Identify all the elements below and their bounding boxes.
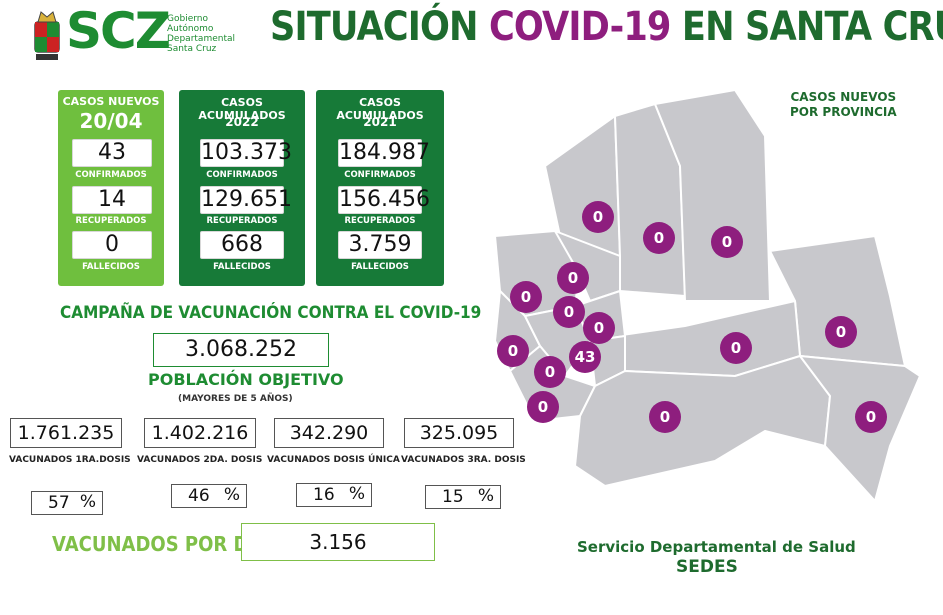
target-population-value: 3.068.252	[153, 333, 329, 367]
vaccinated-per-day-label: VACUNADOS POR DÍA	[52, 532, 270, 556]
target-population-sublabel: (MAYORES DE 5 AÑOS)	[178, 394, 293, 404]
province-count-dot: 0	[825, 316, 857, 348]
new-deaths-value: 0	[72, 231, 152, 259]
panel-heading: CASOS ACUMULADOS	[336, 96, 424, 122]
deaths-label: FALLECIDOS	[213, 262, 271, 272]
logo-wordmark: SCZ	[66, 2, 171, 60]
province-count-dot: 0	[649, 401, 681, 433]
dose2-value: 1.402.216	[144, 418, 256, 448]
province-count-dot: 0	[720, 332, 752, 364]
single-dose-label: VACUNADOS DOSIS ÚNICA	[267, 455, 400, 465]
dose2-label: VACUNADOS 2DA. DOSIS	[137, 455, 263, 465]
dose3-label: VACUNADOS 3RA. DOSIS	[401, 455, 526, 465]
single-dose-value: 342.290	[274, 418, 384, 448]
dose1-value: 1.761.235	[10, 418, 122, 448]
panel-date: 20/04	[79, 109, 143, 133]
dose3-value: 325.095	[404, 418, 514, 448]
province-count-dot: 0	[553, 296, 585, 328]
new-confirmed-value: 43	[72, 139, 152, 167]
province-count-dot: 0	[557, 262, 589, 294]
province-count-dot: 0	[527, 391, 559, 423]
confirmed-label: CONFIRMADOS	[206, 170, 278, 180]
panel-year: 2021	[363, 115, 397, 129]
confirmed-label: CONFIRMADOS	[344, 170, 416, 180]
footer-agency: Servicio Departamental de Salud	[577, 538, 856, 556]
province-count-dot: 0	[497, 335, 529, 367]
dose1-label: VACUNADOS 1RA.DOSIS	[9, 455, 131, 465]
scz-logo: SCZ Gobierno Autónomo Departamental Sant…	[32, 2, 242, 62]
footer-acronym: SEDES	[676, 557, 738, 577]
target-population-label: POBLACIÓN OBJETIVO	[148, 370, 344, 389]
confirmed-label: CONFIRMADOS	[75, 170, 147, 180]
accumulated-2021-panel: CASOS ACUMULADOS 2021 184.987 CONFIRMADO…	[316, 90, 444, 286]
new-cases-panel: CASOS NUEVOS 20/04 43 CONFIRMADOS 14 REC…	[58, 90, 164, 286]
gov-name: Gobierno Autónomo Departamental Santa Cr…	[167, 14, 235, 54]
accumulated-2022-panel: CASOS ACUMULADOS 2022 103.373 CONFIRMADO…	[179, 90, 305, 286]
dose3-percent: 15%	[425, 485, 501, 509]
panel-heading: CASOS ACUMULADOS	[198, 96, 286, 122]
province-count-dot: 0	[510, 281, 542, 313]
acc-confirmed-value: 184.987	[338, 139, 430, 167]
province-count-dot: 0	[711, 226, 743, 258]
province-count-dot: 0	[583, 312, 615, 344]
province-count-dot: 0	[643, 222, 675, 254]
province-count-dot: 0	[582, 201, 614, 233]
province-count-dot: 43	[569, 341, 601, 373]
acc-deaths-value: 3.759	[338, 231, 422, 259]
acc-recovered-value: 129.651	[200, 186, 292, 214]
deaths-label: FALLECIDOS	[82, 262, 140, 272]
campaign-title: CAMPAÑA DE VACUNACIÓN CONTRA EL COVID-19	[60, 303, 482, 323]
vaccinated-per-day-value: 3.156	[241, 523, 435, 561]
acc-recovered-value: 156.456	[338, 186, 430, 214]
recovered-label: RECUPERADOS	[344, 216, 416, 226]
region-south	[574, 355, 831, 487]
recovered-label: RECUPERADOS	[75, 216, 147, 226]
map-title: CASOS NUEVOS POR PROVINCIA	[790, 90, 897, 119]
recovered-label: RECUPERADOS	[206, 216, 278, 226]
panel-heading: CASOS NUEVOS	[62, 95, 160, 108]
province-count-dot: 0	[534, 356, 566, 388]
panel-year: 2022	[225, 115, 259, 129]
dose2-percent: 46%	[171, 484, 247, 508]
acc-deaths-value: 668	[200, 231, 284, 259]
dose1-percent: 57%	[31, 491, 103, 515]
deaths-label: FALLECIDOS	[351, 262, 409, 272]
single-dose-percent: 16%	[296, 483, 372, 507]
page-title: SITUACIÓN COVID-19 EN SANTA CRUZ	[270, 4, 943, 50]
province-count-dot: 0	[855, 401, 887, 433]
new-recovered-value: 14	[72, 186, 152, 214]
acc-confirmed-value: 103.373	[200, 139, 292, 167]
coat-of-arms-icon	[34, 11, 60, 60]
